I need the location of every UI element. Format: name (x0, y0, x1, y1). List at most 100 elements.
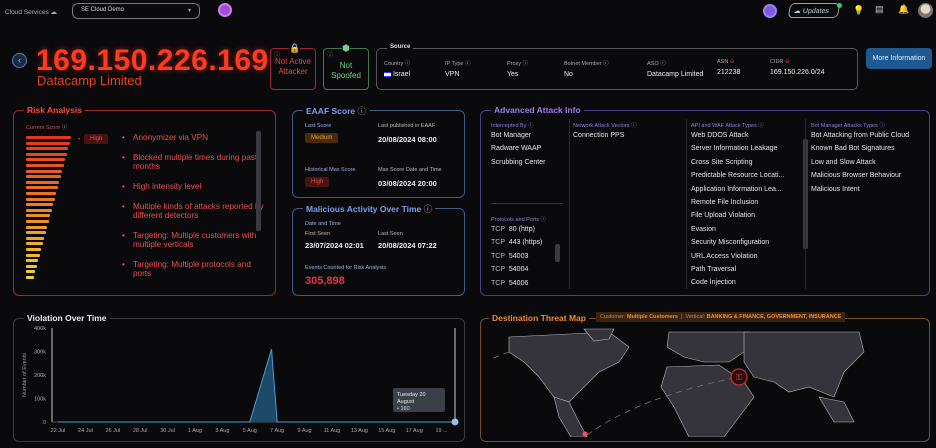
info-icon[interactable]: ⓘ (758, 123, 764, 129)
alert-icon[interactable]: ⊖ (729, 59, 735, 65)
info-icon[interactable]: ⓘ (540, 217, 547, 223)
risk-reason: Targeting: Multiple customers with multi… (122, 231, 267, 249)
list-item: Evasion (691, 225, 716, 233)
list-item: Scrubbing Center (491, 158, 546, 166)
gauge-bar (26, 259, 39, 263)
events-count: 305,898 (305, 275, 345, 287)
events-label: Events Counted for Risk Analysis (305, 265, 387, 271)
x-tick-label: 3 Aug (215, 428, 229, 434)
info-icon[interactable]: ⓘ (522, 61, 529, 67)
first-seen-label: First Seen (305, 231, 331, 237)
list-item: Remote File Inclusion (691, 198, 759, 206)
info-icon[interactable]: ⓘ (61, 125, 68, 131)
date-time-label: Date and Time (305, 221, 341, 227)
info-icon[interactable]: ⓘ (660, 61, 666, 67)
profile-badge-icon[interactable] (218, 3, 232, 17)
gauge-bar (26, 180, 60, 184)
field-label: IP Type (445, 61, 464, 67)
risk-reason: Multiple kinds of attacks reported by di… (122, 202, 267, 220)
malicious-activity-panel: Malicious Activity Over Time ⓘ Date and … (292, 203, 465, 296)
account-select[interactable]: SE Cloud Demo ▾ (72, 3, 200, 19)
port: 443 (https) (508, 239, 543, 247)
chevron-down-icon: ▾ (187, 8, 191, 14)
protocol: TCP (491, 279, 505, 287)
field-value: Israel (392, 71, 411, 78)
protocols-scrollbar[interactable] (555, 244, 560, 262)
ip-address: 169.150.226.169 (36, 44, 269, 77)
info-icon[interactable]: ⓘ (327, 53, 334, 59)
list-item: Radware WAAP (491, 145, 542, 153)
gauge-bar (26, 208, 52, 212)
risk-analysis-title: Risk Analysis (24, 105, 85, 115)
risk-scrollbar[interactable] (256, 131, 261, 231)
chart-tooltip: Tuesday 20 August • 160 (393, 388, 445, 412)
malicious-title: Malicious Activity Over Time ⓘ (303, 203, 436, 215)
current-score-label: Current Score ⓘ (26, 123, 67, 131)
more-information-button[interactable]: More Information (866, 48, 932, 69)
info-icon[interactable]: ⓘ (464, 61, 471, 67)
assistant-icon[interactable] (763, 4, 777, 18)
bulb-icon[interactable]: 💡 (853, 5, 865, 15)
info-icon[interactable]: ⓘ (528, 123, 534, 129)
info-icon[interactable]: ⓘ (357, 106, 367, 116)
waf-attack-types-column: API and WAF Attack Types ⓘ Web DDOS Atta… (691, 121, 796, 290)
gauge-bar (26, 136, 71, 139)
info-icon[interactable]: ⓘ (879, 123, 885, 129)
risk-reason: Blocked multiple times during past month… (122, 153, 267, 171)
field-value: No (564, 71, 573, 78)
eaaf-score-panel: EAAF Score ⓘ Last Score Medium Last publ… (292, 105, 465, 198)
list-item: Path Traversal (691, 265, 737, 273)
published-label: Last published in EAAF (378, 123, 436, 129)
protocol: TCP (491, 266, 505, 274)
y-tick-label: 300k (34, 350, 46, 356)
cloud-icon: ☁ (50, 9, 58, 16)
alert-icon[interactable]: ⊖ (784, 59, 790, 65)
updates-button[interactable]: ☁ Updates (787, 3, 841, 18)
list-item: Predictable Resource Locati... (691, 172, 785, 180)
first-seen-value: 23/07/2024 02:01 (305, 241, 364, 250)
x-tick-label: 17 Aug (406, 428, 423, 434)
gauge-bar (26, 253, 40, 257)
current-score-text: Current Score (26, 125, 61, 131)
tooltip-date: Tuesday 20 August (397, 392, 426, 405)
gauge-bar (26, 225, 48, 229)
bot-attack-types-column: Bot Manager Attacks Types ⓘ Bot Attackin… (811, 121, 926, 196)
x-tick-label: 28 Jul (133, 428, 148, 434)
advanced-attack-panel: Advanced Attack Info Intercepted By ⓘ Bo… (480, 105, 930, 296)
world-map[interactable]: ⚿ (489, 327, 889, 437)
y-tick-label: 400k (34, 326, 46, 332)
info-icon[interactable]: ⓘ (631, 123, 637, 129)
threat-map-panel: Destination Threat Map Customer: Multipl… (480, 312, 930, 442)
info-icon[interactable]: ⓘ (274, 53, 281, 59)
bell-icon[interactable]: 🔔 (898, 4, 910, 14)
port: 54004 (508, 266, 529, 274)
source-ip-type: IP Type ⓘ VPN (445, 59, 471, 78)
list-item: TCP 54006 (491, 277, 571, 290)
spoofed-status-text: Not Spoofed (331, 61, 361, 80)
risk-gauge (26, 136, 76, 286)
avatar[interactable] (918, 3, 933, 18)
info-icon[interactable]: ⓘ (404, 61, 411, 67)
destination-marker-lock-icon[interactable] (730, 368, 748, 386)
info-icon[interactable]: ⓘ (603, 61, 609, 67)
list-item: TCP 54004 (491, 263, 571, 276)
notes-icon[interactable]: ▤ (875, 4, 884, 14)
back-button[interactable]: ‹ (12, 53, 27, 68)
network-vectors-column: Network Attack Vectors ⓘ Connection PPS (573, 121, 673, 142)
divider (569, 119, 570, 289)
x-tick-label: 5 Aug (243, 428, 257, 434)
list-item: Low and Slow Attack (811, 158, 876, 166)
bot-label: Bot Manager Attacks Types (811, 123, 878, 129)
vertical-value: BANKING & FINANCE, GOVERNMENT, INSURANCE (706, 314, 842, 320)
gauge-bar (26, 175, 61, 179)
source-marker[interactable] (582, 431, 588, 437)
max-date-label: Max Score Date and Time (378, 167, 442, 173)
last-seen-value: 20/08/2024 07:22 (378, 241, 437, 250)
account-select-value: SE Cloud Demo (81, 7, 125, 13)
gauge-bar (26, 147, 69, 151)
shield-icon: ⬢ (342, 43, 350, 53)
north-america (508, 331, 630, 403)
protocols-label: Protocols and Ports (491, 217, 539, 223)
info-icon[interactable]: ⓘ (423, 204, 433, 214)
list-item: Server Information Leakage (691, 145, 778, 153)
